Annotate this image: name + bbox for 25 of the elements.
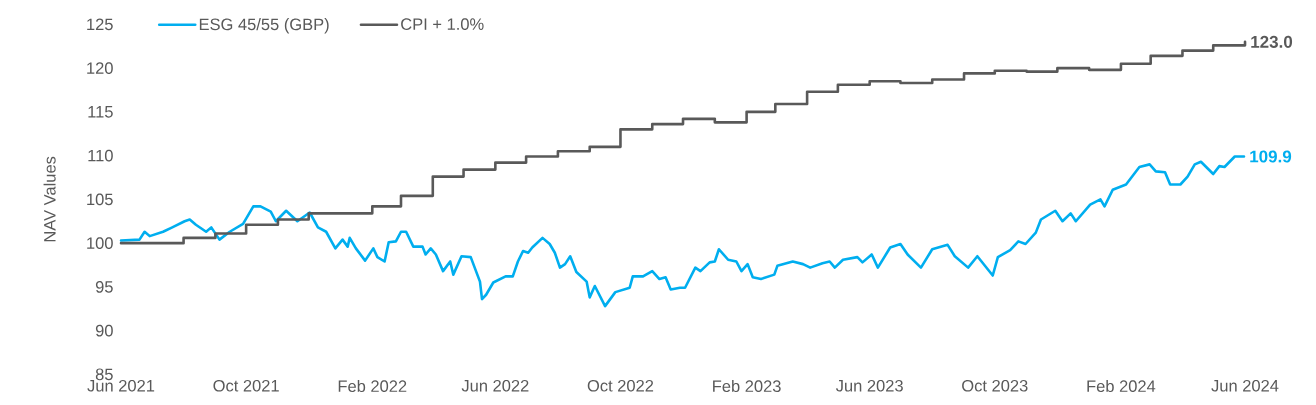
x-tick-label: Oct 2021 <box>213 379 279 392</box>
y-tick-label: 125 <box>87 18 113 31</box>
x-tick-label: Oct 2023 <box>962 379 1028 392</box>
x-tick-label: Feb 2023 <box>713 379 781 393</box>
y-tick-label: 85 <box>95 368 113 381</box>
x-tick-label: Jun 2023 <box>835 379 903 392</box>
legend-label: ESG 45/55 (GBP) <box>199 18 329 34</box>
x-tick-label: Jun 2022 <box>461 379 529 392</box>
y-tick-label: 115 <box>88 106 113 118</box>
x-tick-label: Feb 2022 <box>338 379 407 393</box>
y-axis-title: NAV Values <box>43 156 56 242</box>
y-tick-label: 110 <box>88 149 113 162</box>
y-tick-label: 120 <box>87 62 113 74</box>
annotation: 109.9 <box>1250 150 1292 163</box>
y-tick-label: 95 <box>95 281 113 293</box>
y-tick-label: 100 <box>87 237 113 249</box>
y-tick-label: 105 <box>87 193 113 206</box>
y-tick-label: 90 <box>95 324 113 337</box>
x-tick-label: Jun 2024 <box>1211 379 1279 392</box>
x-tick-label: Jun 2021 <box>87 379 155 392</box>
x-tick-label: Oct 2022 <box>587 379 654 392</box>
legend-label: CPI + 1.0% <box>401 18 484 30</box>
x-tick-label: Feb 2024 <box>1087 379 1156 393</box>
annotation: 123.0 <box>1251 35 1293 48</box>
line-series <box>119 155 1246 308</box>
